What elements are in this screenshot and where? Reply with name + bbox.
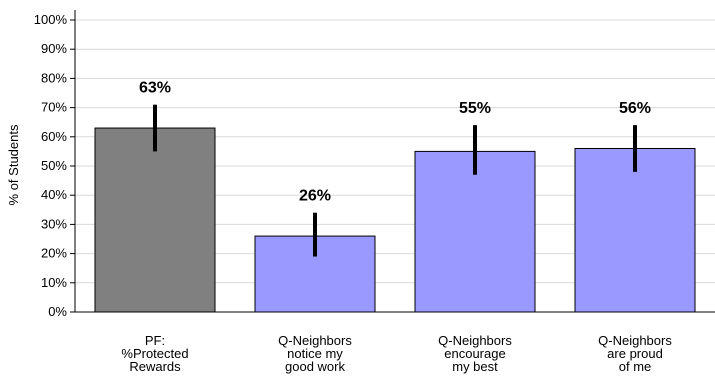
data-label: 26%	[299, 188, 331, 205]
x-category-label: %Protected	[121, 346, 188, 361]
error-bars	[153, 104, 637, 257]
bar	[574, 147, 696, 313]
y-tick-label: 100%	[34, 12, 68, 27]
bar	[414, 150, 536, 313]
y-tick-label: 40%	[41, 187, 67, 202]
bar	[94, 127, 216, 313]
bars	[94, 127, 696, 313]
x-category-label: my best	[452, 359, 498, 374]
y-tick-label: 30%	[41, 216, 67, 231]
data-label: 63%	[139, 80, 171, 97]
x-category-label: of me	[619, 359, 652, 374]
y-tick-label: 70%	[41, 100, 67, 115]
axes	[70, 10, 715, 313]
x-category-label: are proud	[607, 346, 663, 361]
data-label: 56%	[619, 100, 651, 117]
y-tick-label: 50%	[41, 158, 67, 173]
y-tick-label: 60%	[41, 129, 67, 144]
y-tick-label: 0%	[48, 304, 67, 319]
data-label: 55%	[459, 100, 491, 117]
y-tick-label: 10%	[41, 275, 67, 290]
y-axis-title: % of Students	[6, 124, 21, 205]
x-category-label: good work	[285, 359, 345, 374]
x-category-label: Q-Neighbors	[598, 333, 672, 348]
x-category-label: notice my	[287, 346, 343, 361]
x-category-label: Q-Neighbors	[278, 333, 352, 348]
y-tick-label: 90%	[41, 41, 67, 56]
labels: 0% 10% 20% 30% 40% 50% 60% 70% 80% 90% 100% 63% PF:%…	[34, 12, 673, 374]
x-category-label: encourage	[444, 346, 505, 361]
x-category-label: PF:	[145, 333, 165, 348]
x-category-label: Q-Neighbors	[438, 333, 512, 348]
y-tick-label: 20%	[41, 246, 67, 261]
x-category-label: Rewards	[129, 359, 181, 374]
y-tick-label: 80%	[41, 70, 67, 85]
